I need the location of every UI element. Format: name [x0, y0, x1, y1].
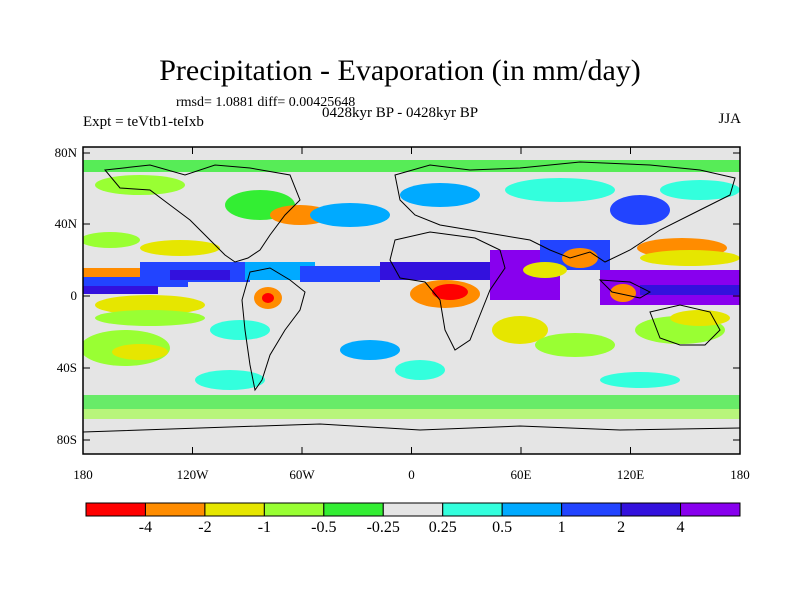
- patch-ne-pacific: [140, 240, 220, 256]
- colorbar-swatch: [85, 502, 146, 517]
- lon-tick-label: 120E: [616, 467, 645, 482]
- axis-ticks: [82, 147, 741, 454]
- plot-title: Precipitation - Evaporation (in mm/day): [159, 54, 641, 87]
- colorbar-label: -1: [257, 519, 272, 536]
- patch-alaska: [95, 175, 185, 195]
- patch-itcz-atlantic: [300, 266, 380, 282]
- coast-antarctica: [83, 423, 740, 433]
- patch-australia: [670, 310, 730, 326]
- colorbar-label: -2: [198, 519, 212, 536]
- colorbar-label: 2: [617, 519, 626, 536]
- colorbar-swatch: [501, 502, 563, 517]
- colorbar-label: 0.5: [492, 519, 513, 536]
- coast-indonesia: [598, 279, 652, 299]
- lon-tick-label: 120W: [176, 467, 209, 482]
- lon-tick-label: 180: [73, 467, 93, 482]
- colorbar-swatch: [144, 502, 206, 517]
- patch-s-indian-mid: [600, 372, 680, 388]
- lat-tick-label: 80N: [54, 145, 77, 160]
- patch-arctic: [83, 160, 740, 172]
- patch-siberia: [505, 178, 615, 202]
- colorbar-label: 1: [557, 519, 566, 536]
- patch-s-atlantic: [340, 340, 400, 360]
- patch-itcz-east: [245, 262, 315, 280]
- patch-ne-asia: [660, 180, 740, 200]
- patch-s-pacific-mid: [195, 370, 265, 390]
- patch-itcz-west: [83, 286, 158, 294]
- patch-southern-ocean: [83, 395, 740, 409]
- colorbar-swatch: [680, 502, 741, 517]
- patch-itcz-west: [83, 277, 188, 287]
- colorbar-label: -4: [138, 519, 153, 536]
- lon-tick-label: 180: [730, 467, 750, 482]
- colorbar-swatch: [263, 502, 325, 517]
- patch-s-indian: [535, 333, 615, 357]
- patch-nw-pacific: [640, 250, 740, 266]
- field-patches: [83, 160, 740, 419]
- patch-s-america: [210, 320, 270, 340]
- patch-borneo-dry: [610, 284, 636, 302]
- lon-tick-label: 0: [408, 467, 415, 482]
- colorbar-swatch: [204, 502, 265, 517]
- patch-se-pacific: [95, 310, 205, 326]
- colorbar-swatch: [382, 502, 444, 517]
- colorbar-swatch: [323, 502, 384, 517]
- colorbar-label: 4: [676, 519, 685, 536]
- colorbar-label: 0.25: [428, 519, 457, 536]
- colorbar-swatch: [442, 502, 503, 517]
- period-line: 0428kyr BP - 0428kyr BP: [322, 105, 479, 121]
- patch-arabian: [523, 262, 567, 278]
- lat-tick-label: 0: [70, 288, 78, 303]
- patch-central-africa-dry: [432, 284, 468, 300]
- coast-africa: [389, 231, 506, 351]
- colorbar-swatch: [561, 502, 622, 517]
- lon-tick-label: 60W: [289, 467, 315, 482]
- patch-warm-pool: [640, 285, 740, 295]
- lat-tick-label: 40S: [56, 360, 77, 375]
- patch-s-pacific: [112, 344, 168, 360]
- patch-e-asia: [610, 195, 670, 225]
- colorbar-label: -0.25: [366, 519, 400, 536]
- patch-ne-pacific: [83, 232, 140, 248]
- patch-s-atlantic: [395, 360, 445, 380]
- patch-s-indian: [492, 316, 548, 344]
- experiment-line: Expt = teVtb1-teIxb: [83, 114, 204, 130]
- lat-tick-label: 40N: [54, 216, 77, 231]
- patch-se-pacific: [95, 295, 205, 315]
- stats-line: rmsd= 1.0881 diff= 0.00425648: [176, 95, 356, 110]
- lat-tick-label: 80S: [56, 432, 77, 447]
- coast-north-america: [104, 164, 301, 263]
- coast-australia: [649, 304, 721, 346]
- colorbar-swatch: [620, 502, 682, 517]
- colorbar-label: -0.5: [311, 519, 337, 536]
- patch-itcz-pacific: [170, 270, 230, 280]
- patch-itcz-africa: [380, 262, 490, 280]
- patch-southern-ocean: [83, 409, 740, 419]
- patch-amazon-dry: [262, 293, 274, 303]
- lon-tick-label: 60E: [510, 467, 532, 482]
- coastlines: [83, 161, 740, 433]
- patch-n-atlantic: [310, 203, 390, 227]
- patch-india-dry: [562, 248, 598, 268]
- season-label: JJA: [718, 111, 741, 127]
- coast-eurasia: [394, 161, 736, 263]
- colorbar: [85, 502, 741, 517]
- coast-south-america: [241, 267, 306, 392]
- patch-europe: [400, 183, 480, 207]
